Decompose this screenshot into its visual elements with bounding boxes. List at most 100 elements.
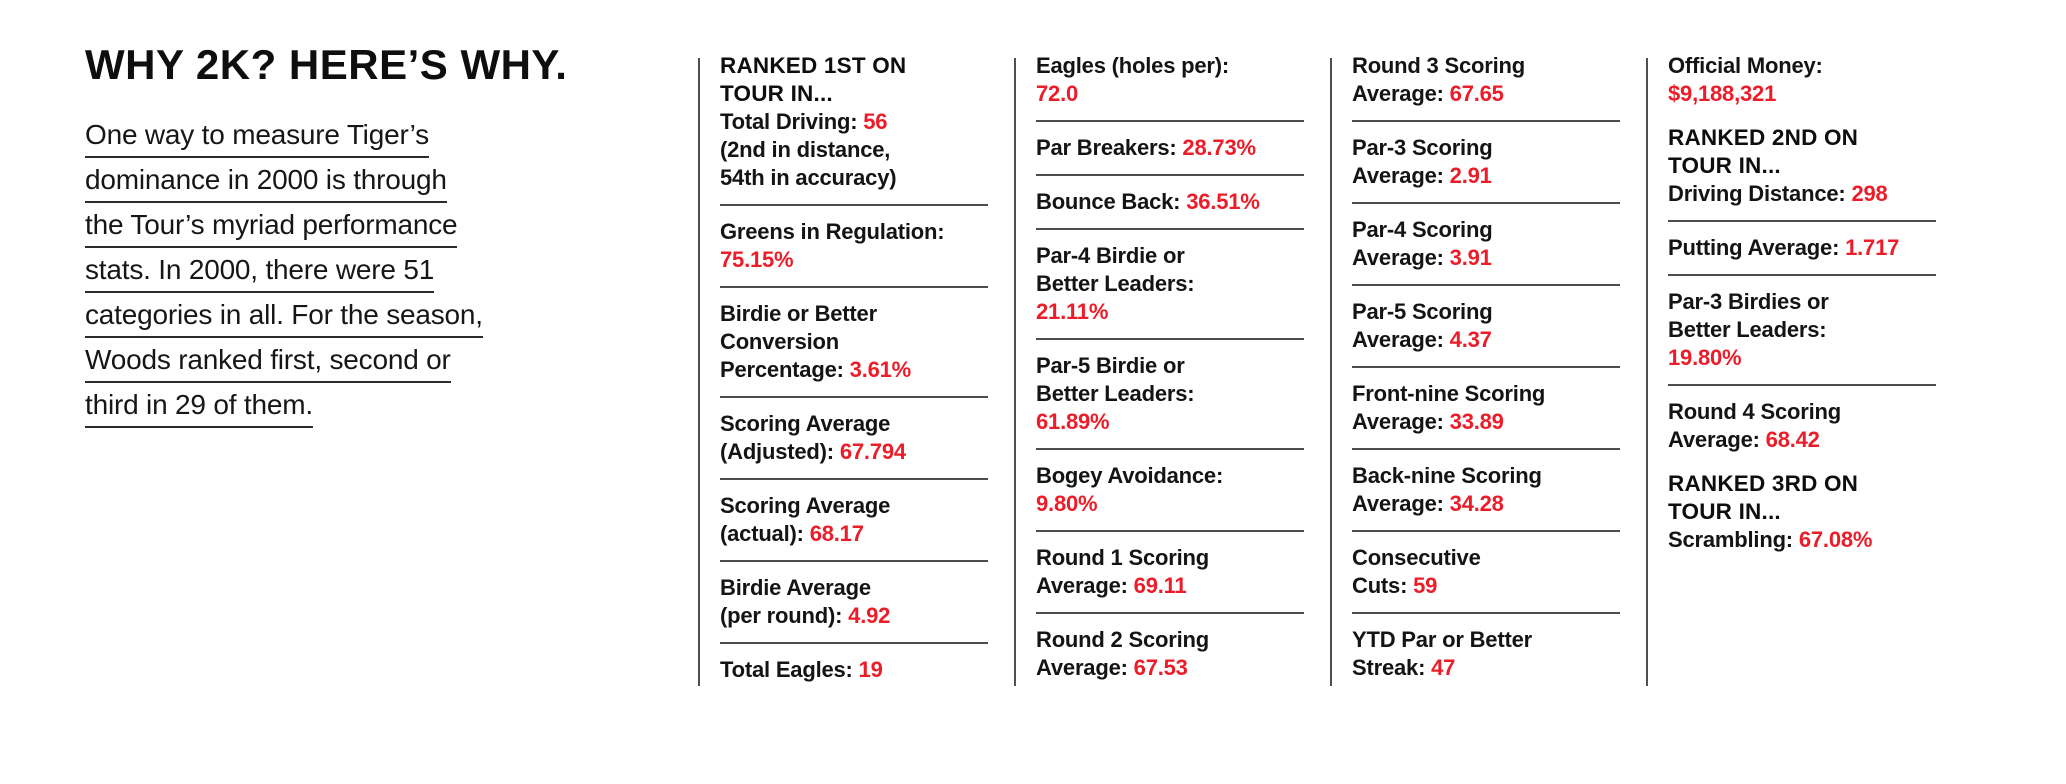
stat-line: Better Leaders:	[1036, 270, 1304, 298]
stat-line: 21.11%	[1036, 298, 1304, 326]
stat-line: Eagles (holes per):	[1036, 52, 1304, 80]
stat-line: Bounce Back: 36.51%	[1036, 188, 1304, 216]
stat-value: 3.61%	[849, 357, 912, 382]
stat-item: Birdie Average (per round): 4.92	[720, 574, 988, 630]
stat-label: Par-3 Scoring	[1352, 135, 1493, 160]
stat-item: Scoring Average (actual): 68.17	[720, 492, 988, 548]
stat-label: Par Breakers:	[1036, 135, 1183, 160]
stat-item: Par-5 Scoring Average: 4.37	[1352, 298, 1620, 354]
stat-item: Scoring Average (Adjusted): 67.794	[720, 410, 988, 466]
stat-line: Average: 2.91	[1352, 162, 1620, 190]
stat-item: Total Eagles: 19	[720, 656, 988, 684]
stat-line: TOUR IN...	[720, 80, 988, 108]
column-header: RANKED 1ST ON TOUR IN...	[720, 52, 988, 108]
stat-label: Par-4 Birdie or	[1036, 243, 1185, 268]
stat-value: 72.0	[1036, 81, 1079, 106]
stat-line: Cuts: 59	[1352, 572, 1620, 600]
stat-line: (actual): 68.17	[720, 520, 988, 548]
stat-label: Greens in Regulation:	[720, 219, 945, 244]
stat-value: 67.08%	[1798, 527, 1873, 552]
header-text: RANKED 1ST ON	[720, 53, 907, 78]
intro-line-text: One way to measure Tiger’s	[85, 118, 429, 158]
stat-label: Round 1 Scoring	[1036, 545, 1210, 570]
separator-line	[720, 560, 988, 562]
header-text: RANKED 3RD ON	[1668, 471, 1859, 496]
stat-line: 9.80%	[1036, 490, 1304, 518]
separator-line	[1036, 530, 1304, 532]
stat-value: 59	[1413, 573, 1438, 598]
stat-line: Average: 69.11	[1036, 572, 1304, 600]
stat-value: 67.794	[839, 439, 906, 464]
separator-line	[1668, 274, 1936, 276]
separator-line	[1352, 120, 1620, 122]
stat-label: Average:	[1668, 427, 1766, 452]
stat-line: Driving Distance: 298	[1668, 180, 1936, 208]
separator-line	[1352, 530, 1620, 532]
intro-line: third in 29 of them.	[85, 388, 665, 433]
stat-value: 28.73%	[1182, 135, 1256, 160]
stats-column-3: Round 3 Scoring Average: 67.65 Par-3 Scori…	[1352, 52, 1620, 682]
stat-line: RANKED 1ST ON	[720, 52, 988, 80]
stat-label: Front-nine Scoring	[1352, 381, 1546, 406]
stat-item: Front-nine Scoring Average: 33.89	[1352, 380, 1620, 436]
stat-label: Better Leaders:	[1036, 271, 1195, 296]
stat-value: 1.717	[1845, 235, 1900, 260]
stat-label: Round 2 Scoring	[1036, 627, 1210, 652]
separator-line	[1036, 338, 1304, 340]
stat-label: Average:	[1036, 573, 1134, 598]
stat-label: Putting Average:	[1668, 235, 1846, 260]
stat-line: Scrambling: 67.08%	[1668, 526, 1936, 554]
stat-line: 54th in accuracy)	[720, 164, 988, 192]
article: WHY 2K? HERE’S WHY. One way to measure T…	[85, 40, 665, 433]
separator-line	[1352, 202, 1620, 204]
stat-item: Round 4 Scoring Average: 68.42	[1668, 398, 1936, 454]
column-header: RANKED 2ND ON TOUR IN...	[1668, 124, 1936, 180]
stat-label: Birdie Average	[720, 575, 871, 600]
stat-label: Average:	[1352, 163, 1450, 188]
stat-label: Par-5 Birdie or	[1036, 353, 1185, 378]
stat-item: Back-nine Scoring Average: 34.28	[1352, 462, 1620, 518]
stat-item: Round 3 Scoring Average: 67.65	[1352, 52, 1620, 108]
stat-line: TOUR IN...	[1668, 152, 1936, 180]
stat-label: Par-5 Scoring	[1352, 299, 1493, 324]
stat-label: Par-4 Scoring	[1352, 217, 1493, 242]
stat-value: 19	[858, 657, 883, 682]
stat-line: (per round): 4.92	[720, 602, 988, 630]
separator-line	[1036, 120, 1304, 122]
stat-line: Birdie Average	[720, 574, 988, 602]
separator-line	[1352, 448, 1620, 450]
stat-value: 61.89%	[1036, 409, 1110, 434]
stat-label: Driving Distance:	[1668, 181, 1852, 206]
stat-item: Putting Average: 1.717	[1668, 234, 1936, 262]
stat-line: Par-5 Birdie or	[1036, 352, 1304, 380]
stat-line: Front-nine Scoring	[1352, 380, 1620, 408]
stat-value: 4.92	[848, 603, 891, 628]
stat-label: Back-nine Scoring	[1352, 463, 1542, 488]
separator-line	[1352, 366, 1620, 368]
intro-line-text: Woods ranked first, second or	[85, 343, 451, 383]
stat-value: 3.91	[1449, 245, 1492, 270]
header-text: RANKED 2ND ON	[1668, 125, 1859, 150]
stat-label: Conversion	[720, 329, 840, 354]
intro-line-text: the Tour’s myriad performance	[85, 208, 458, 248]
stat-label: Average:	[1352, 245, 1450, 270]
stat-line: YTD Par or Better	[1352, 626, 1620, 654]
stat-line: RANKED 2ND ON	[1668, 124, 1936, 152]
vertical-divider	[1646, 58, 1648, 686]
stat-value: 75.15%	[720, 247, 794, 272]
stat-line: Average: 3.91	[1352, 244, 1620, 272]
intro-line: the Tour’s myriad performance	[85, 208, 665, 253]
intro-paragraph: One way to measure Tiger’s dominance in 2…	[85, 118, 665, 433]
stat-line: Par-3 Birdies or	[1668, 288, 1936, 316]
stat-label: Percentage:	[720, 357, 850, 382]
separator-line	[1036, 228, 1304, 230]
stat-label: Total Driving:	[720, 109, 864, 134]
stat-line: Average: 34.28	[1352, 490, 1620, 518]
intro-line-text: stats. In 2000, there were 51	[85, 253, 434, 293]
stat-line: Bogey Avoidance:	[1036, 462, 1304, 490]
vertical-divider	[1330, 58, 1332, 686]
stat-value: 21.11%	[1036, 299, 1109, 324]
stat-label: Official Money:	[1668, 53, 1823, 78]
stat-value: 4.37	[1449, 327, 1492, 352]
stat-value: 33.89	[1449, 409, 1504, 434]
